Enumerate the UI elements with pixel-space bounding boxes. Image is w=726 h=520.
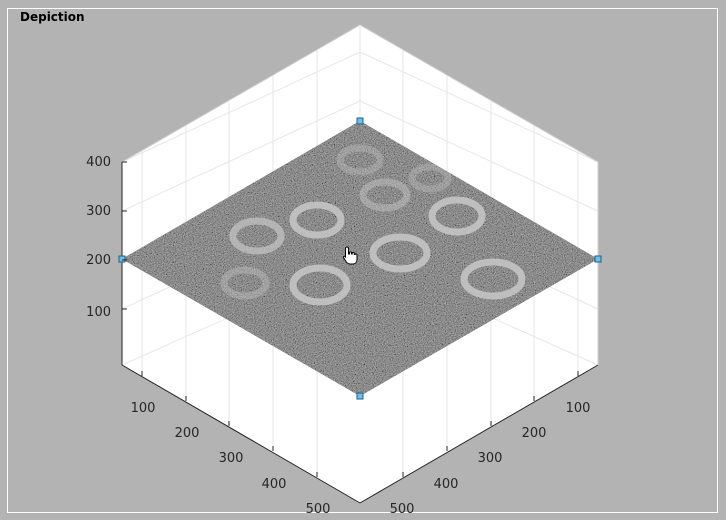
ring-particles <box>220 144 526 306</box>
handle-left <box>118 255 126 263</box>
handle-bottom <box>356 392 364 400</box>
z-tick-label: 200 <box>86 253 111 268</box>
axes-box <box>121 24 599 504</box>
plane-corner-handles[interactable] <box>118 117 602 400</box>
z-tick-label: 400 <box>86 155 111 170</box>
z-tick-labels: 400 300 200 100 <box>86 155 111 320</box>
handle-right <box>594 255 602 263</box>
handle-top <box>356 117 364 125</box>
x-tick-labels: 100 200 300 400 500 <box>131 401 331 517</box>
y-tick-label: 400 <box>434 477 459 492</box>
x-tick-label: 200 <box>175 426 200 441</box>
x-tick-label: 300 <box>219 451 244 466</box>
y-tick-label: 200 <box>522 426 547 441</box>
depiction-panel: Depiction <box>7 8 718 513</box>
x-tick-label: 100 <box>131 401 156 416</box>
z-tick-label: 100 <box>86 305 111 320</box>
y-tick-label: 300 <box>478 451 503 466</box>
panel-title: Depiction <box>16 10 89 24</box>
y-tick-label: 500 <box>390 502 415 517</box>
y-tick-labels: 100 200 300 400 500 <box>390 401 591 517</box>
y-tick-label: 100 <box>566 401 591 416</box>
tick-marks <box>122 161 579 477</box>
x-tick-label: 400 <box>262 477 287 492</box>
hand-pointer-icon <box>342 246 358 265</box>
x-tick-label: 500 <box>306 502 331 517</box>
z-tick-label: 300 <box>86 204 111 219</box>
